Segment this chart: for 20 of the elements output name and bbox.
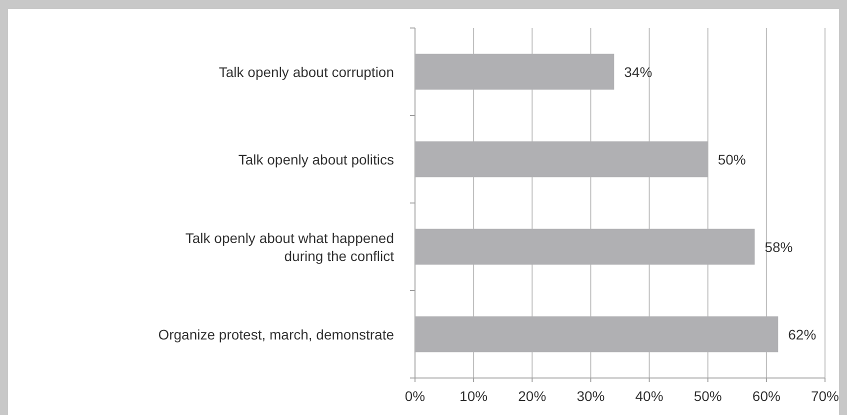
x-tick-label: 20% <box>518 388 546 404</box>
x-tick-label: 60% <box>752 388 780 404</box>
x-tick-label: 70% <box>810 388 840 404</box>
x-tick-label: 10% <box>460 388 488 404</box>
x-tick-label: 30% <box>576 388 605 404</box>
data-label: 50% <box>718 151 746 168</box>
data-label: 58% <box>764 238 793 255</box>
bar <box>415 316 778 352</box>
bar <box>415 141 708 178</box>
data-label: 34% <box>624 64 652 80</box>
bar <box>415 228 755 265</box>
y-tick-label: Organize protest, march, demonstrate <box>158 326 394 342</box>
bar <box>415 54 614 90</box>
data-label: 62% <box>788 326 816 342</box>
y-tick-label: Talk openly about corruption <box>218 64 394 80</box>
y-tick-label: Talk openly about politics <box>238 151 394 168</box>
x-tick-label: 40% <box>635 388 664 404</box>
x-tick-label: 50% <box>694 388 722 404</box>
y-tick-label: Talk openly about what happened during the conflict <box>185 230 394 264</box>
x-tick-label: 0% <box>404 388 426 404</box>
